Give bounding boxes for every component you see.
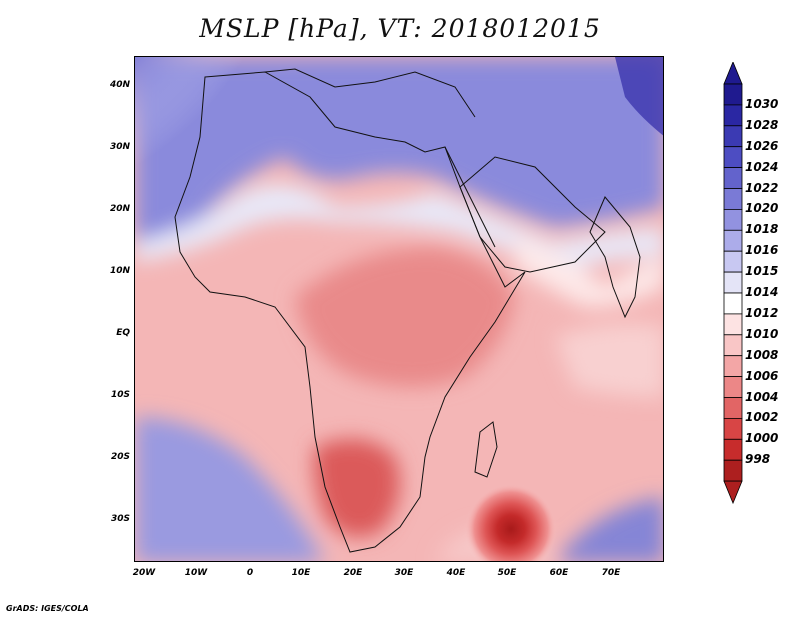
lon-label: 10W — [184, 568, 208, 578]
india-coastline — [589, 196, 641, 319]
central-africa-low — [295, 247, 515, 387]
colorbar-swatch — [723, 167, 743, 189]
south-high-west — [135, 417, 324, 561]
colorbar-label: 1020 — [745, 201, 779, 216]
colorbar — [723, 62, 743, 505]
colorbar-top-arrow — [723, 62, 743, 85]
madagascar — [474, 421, 498, 478]
colorbar-bottom-arrow — [723, 480, 743, 505]
colorbar-label: 1030 — [745, 96, 779, 111]
lat-label: 30N — [109, 142, 130, 152]
colorbar-swatch — [723, 146, 743, 168]
north-atlantic-high — [135, 57, 285, 207]
map-panel — [134, 56, 664, 562]
colorbar-swatch — [723, 459, 743, 482]
lat-label: EQ — [116, 328, 130, 338]
deep-cutoff-low — [465, 483, 557, 561]
colorbar-label: 998 — [745, 452, 771, 467]
colorbar-label: 1022 — [745, 180, 779, 195]
lon-label: 70E — [601, 568, 621, 578]
lon-label: 30E — [394, 568, 414, 578]
colorbar-label: 1018 — [745, 222, 779, 237]
colorbar-label: 1000 — [745, 431, 779, 446]
colorbar-label: 1028 — [745, 117, 779, 132]
colorbar-swatch — [723, 125, 743, 148]
coastlines — [174, 68, 641, 553]
credit-text: GrADS: IGES/COLA — [6, 604, 89, 613]
colorbar-label: 1026 — [745, 138, 779, 153]
colorbar-label: 1015 — [745, 264, 779, 279]
colorbar-label: 1012 — [745, 305, 779, 320]
colorbar-swatch — [723, 83, 743, 106]
mediterranean-coast — [264, 68, 476, 118]
lon-label: 40E — [446, 568, 466, 578]
southern-africa-low — [313, 439, 400, 537]
lat-label: 10N — [109, 266, 130, 276]
lon-label: 10E — [291, 568, 311, 578]
colorbar-swatch — [723, 417, 743, 440]
arabia-coastline — [459, 156, 606, 273]
colorbar-label: 1004 — [745, 389, 779, 404]
colorbar-label: 1010 — [745, 326, 779, 341]
colorbar-swatch — [723, 397, 743, 419]
colorbar-swatch — [723, 334, 743, 357]
lat-label: 40N — [109, 80, 130, 90]
lon-label: 60E — [549, 568, 569, 578]
chart-title: MSLP [hPa], VT: 2018012015 — [199, 14, 601, 43]
colorbar-swatch — [723, 313, 743, 336]
colorbar-label: 1014 — [745, 285, 779, 299]
central-asia-high — [615, 57, 663, 136]
colorbar-swatch — [723, 271, 743, 294]
lon-label: 0 — [246, 568, 254, 578]
lat-label: 20S — [110, 452, 130, 462]
mslp-map — [135, 57, 663, 561]
arabia-white-band — [515, 237, 663, 307]
colorbar-swatch — [723, 292, 743, 315]
colorbar-swatch — [723, 104, 743, 127]
south-high-east — [556, 497, 663, 561]
indian-ocean-band — [555, 323, 663, 397]
colorbar-label: 1002 — [745, 410, 779, 425]
lon-label: 50E — [497, 568, 517, 578]
colorbar-label: 1006 — [745, 368, 779, 383]
colorbar-swatch — [723, 438, 743, 461]
lat-label: 10S — [110, 390, 130, 400]
colorbar-label: 1024 — [745, 159, 779, 174]
lat-label: 20N — [109, 204, 130, 214]
lat-label: 30S — [110, 514, 130, 524]
colorbar-swatch — [723, 250, 743, 273]
colorbar-swatch — [723, 229, 743, 252]
africa-coastline — [174, 71, 526, 553]
lon-label: 20E — [343, 568, 363, 578]
colorbar-swatch — [723, 376, 743, 398]
colorbar-swatch — [723, 208, 743, 231]
colorbar-label: 1016 — [745, 243, 779, 258]
colorbar-swatch — [723, 355, 743, 378]
colorbar-label: 1008 — [745, 347, 779, 362]
lon-label: 20W — [132, 568, 156, 578]
colorbar-swatch — [723, 188, 743, 210]
red-sea — [444, 146, 496, 248]
